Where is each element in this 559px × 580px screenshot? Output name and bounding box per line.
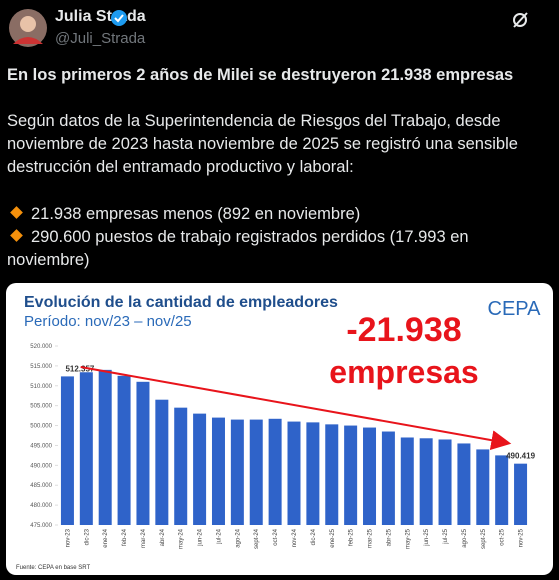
y-tick-label: 485.000 <box>30 483 52 489</box>
bar <box>136 381 150 525</box>
bar <box>438 439 452 525</box>
x-tick-label: ago-24 <box>235 528 241 547</box>
bar <box>174 407 188 525</box>
y-tick-label: 515.000 <box>30 364 52 370</box>
y-tick-label: 475.000 <box>30 523 52 529</box>
logo: CEPA <box>488 298 542 320</box>
y-tick-label: 505.000 <box>30 404 52 410</box>
x-tick-label: ene-24 <box>103 528 109 547</box>
bar <box>344 425 358 525</box>
bar <box>419 438 433 525</box>
bar <box>514 463 528 525</box>
bar <box>381 431 395 525</box>
bar <box>287 421 301 525</box>
x-tick-label: oct-24 <box>273 528 279 545</box>
body-text: Según datos de la Superintendencia de Ri… <box>7 112 518 176</box>
x-tick-label: sept-25 <box>481 528 487 549</box>
bar <box>211 417 225 525</box>
bar <box>306 422 320 525</box>
x-tick-label: oct-25 <box>500 528 506 545</box>
bar <box>495 455 509 525</box>
bar <box>193 413 207 525</box>
bar <box>155 399 169 525</box>
data-label: 490.419 <box>506 452 535 461</box>
x-tick-label: dic-23 <box>84 528 90 545</box>
bar <box>400 437 414 525</box>
x-tick-label: mar-25 <box>368 528 374 548</box>
y-tick-label: 490.000 <box>30 463 52 469</box>
author-handle[interactable]: @Juli_Strada <box>55 30 146 47</box>
x-tick-label: ene-25 <box>330 528 336 547</box>
annotation: -21.938 <box>346 311 461 349</box>
x-tick-label: jun-25 <box>424 528 430 546</box>
headline: En los primeros 2 años de Milei se destr… <box>7 66 514 84</box>
x-tick-label: nov-24 <box>292 528 298 547</box>
x-tick-label: may-24 <box>179 528 185 549</box>
bar <box>476 449 490 525</box>
y-tick-label: 520.000 <box>30 344 52 350</box>
bar <box>325 424 339 525</box>
chart-title: Evolución de la cantidad de empleadores <box>24 294 338 311</box>
x-tick-label: abr-24 <box>160 528 166 546</box>
verified-badge <box>111 10 127 26</box>
bullet-text: 290.600 puestos de trabajo registrados p… <box>7 228 469 269</box>
x-tick-label: jun-24 <box>198 528 204 546</box>
annotation: empresas <box>329 354 478 390</box>
x-tick-label: nov-25 <box>519 528 525 547</box>
y-tick-label: 510.000 <box>30 384 52 390</box>
author-name[interactable]: Julia Strada <box>55 8 146 25</box>
bullet-text: 21.938 empresas menos (892 en noviembre) <box>31 205 361 223</box>
chart: Evolución de la cantidad de empleadores … <box>6 283 553 575</box>
bar <box>230 419 244 525</box>
x-tick-label: nov-23 <box>65 528 71 547</box>
y-tick-label: 500.000 <box>30 424 52 430</box>
x-tick-label: ago-25 <box>462 528 468 547</box>
bar <box>98 369 112 525</box>
avatar[interactable] <box>8 8 48 48</box>
bar <box>249 419 263 525</box>
data-label: 512.357 <box>65 364 94 373</box>
bullet: 21.938 empresas menos (892 en noviembre) <box>7 203 552 226</box>
x-tick-label: mar-24 <box>141 528 147 548</box>
grok-icon[interactable] <box>510 10 530 30</box>
bullet: 290.600 puestos de trabajo registrados p… <box>7 226 552 272</box>
bar <box>268 418 282 525</box>
y-tick-label: 495.000 <box>30 443 52 449</box>
bar <box>79 372 93 525</box>
x-tick-label: sept-24 <box>254 528 260 549</box>
x-tick-label: abr-25 <box>386 528 392 546</box>
bar <box>457 443 471 525</box>
x-tick-label: feb-25 <box>349 528 355 546</box>
x-tick-label: jul-24 <box>216 528 222 544</box>
bar <box>363 427 377 525</box>
trend-arrow <box>80 366 512 451</box>
x-tick-label: dic-24 <box>311 528 317 545</box>
bar <box>60 376 74 525</box>
bar <box>117 375 131 525</box>
chart-subtitle: Período: nov/23 – nov/25 <box>24 313 192 330</box>
y-tick-label: 480.000 <box>30 503 52 509</box>
x-tick-label: jul-25 <box>443 528 449 544</box>
x-tick-label: may-25 <box>405 528 411 549</box>
source: Fuente: CEPA en base SRT <box>16 565 90 571</box>
x-tick-label: feb-24 <box>122 528 128 546</box>
